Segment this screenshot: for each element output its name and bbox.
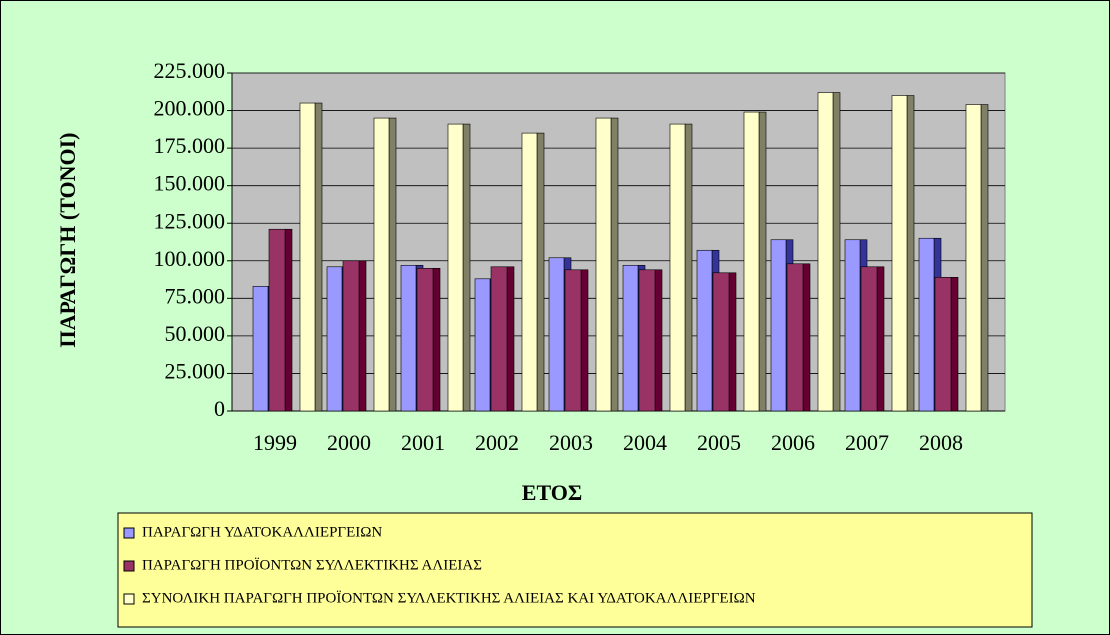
x-tick-label: 2002: [475, 430, 519, 455]
x-tick-label: 2006: [771, 430, 815, 455]
legend-marker: [123, 560, 135, 572]
bar: [595, 117, 612, 412]
bar-side: [802, 263, 811, 412]
bar: [490, 266, 508, 412]
bar: [844, 239, 861, 412]
x-tick-label: 2005: [697, 430, 741, 455]
bar-side: [462, 123, 471, 412]
x-tick-label: 2007: [845, 430, 889, 455]
bar-side: [506, 266, 515, 412]
bar: [564, 269, 582, 412]
bar: [474, 278, 491, 412]
legend-marker: [123, 527, 135, 539]
bar-side: [284, 228, 293, 412]
y-tick-label: 225.000: [154, 58, 226, 83]
bar: [965, 104, 982, 412]
x-tick-label: 1999: [253, 430, 297, 455]
x-tick-label: 2008: [919, 430, 963, 455]
y-tick-label: 25.000: [165, 358, 226, 383]
x-tick-label: 2001: [401, 430, 445, 455]
bar: [342, 260, 360, 412]
legend-text: ΠΑΡΑΓΩΓΗ ΠΡΟΪΟΝΤΩΝ ΣΥΛΛΕΚΤΙΚΗΣ ΑΛΙΕΙΑΣ: [142, 556, 482, 573]
bar: [817, 92, 834, 412]
y-tick-label: 0: [214, 396, 225, 421]
bar-side: [358, 260, 367, 412]
bar: [669, 123, 686, 412]
legend-text: ΣΥΝΟΛΙΚΗ ΠΑΡΑΓΩΓΗ ΠΡΟΪΟΝΤΩΝ ΣΥΛΛΕΚΤΙΚΗΣ …: [142, 589, 756, 606]
bar: [400, 264, 417, 412]
bar: [918, 237, 935, 412]
legend-marker: [123, 593, 135, 605]
y-tick-label: 75.000: [165, 283, 226, 308]
bar: [326, 266, 343, 412]
bar: [416, 267, 434, 412]
bar-side: [580, 269, 589, 412]
y-tick-label: 175.000: [154, 133, 226, 158]
bar: [638, 269, 656, 412]
y-axis-label: ΠΑΡΑΓΩΓΗ (ΤΟΝΟΙ): [55, 133, 80, 348]
y-tick-label: 200.000: [154, 96, 226, 121]
bar: [860, 266, 878, 412]
bar-side: [728, 272, 737, 412]
bar: [521, 132, 538, 412]
bar-side: [758, 111, 767, 412]
bar: [373, 117, 390, 412]
bar: [712, 272, 730, 412]
bar: [696, 249, 713, 412]
bar: [268, 228, 286, 412]
y-tick-label: 50.000: [165, 321, 226, 346]
bar: [934, 277, 952, 412]
x-tick-label: 2000: [327, 430, 371, 455]
bar: [743, 111, 760, 412]
bar-side: [684, 123, 693, 412]
bar-side: [610, 117, 619, 412]
x-tick-label: 2004: [623, 430, 667, 455]
bar-side: [536, 132, 545, 412]
bar-side: [432, 267, 441, 412]
bar: [770, 239, 787, 412]
y-tick-label: 100.000: [154, 246, 226, 271]
bar-side: [314, 102, 323, 412]
bar: [891, 95, 908, 412]
bar-side: [654, 269, 663, 412]
bar-side: [832, 92, 841, 412]
legend: [117, 512, 1033, 628]
bar: [622, 264, 639, 412]
bar-side: [876, 266, 885, 412]
bar-side: [906, 95, 915, 412]
bar: [786, 263, 804, 412]
bar: [299, 102, 316, 412]
bar-side: [388, 117, 397, 412]
bar: [447, 123, 464, 412]
bar-side: [980, 104, 989, 412]
bar-side: [950, 277, 959, 412]
x-tick-label: 2003: [549, 430, 593, 455]
bar: [252, 286, 269, 412]
x-axis-label: ΕΤΟΣ: [522, 480, 582, 505]
bar: [548, 257, 565, 412]
legend-text: ΠΑΡΑΓΩΓΗ ΥΔΑΤΟΚΑΛΛΙΕΡΓΕΙΩΝ: [142, 524, 382, 540]
y-tick-label: 125.000: [154, 208, 226, 233]
y-tick-label: 150.000: [154, 171, 226, 196]
